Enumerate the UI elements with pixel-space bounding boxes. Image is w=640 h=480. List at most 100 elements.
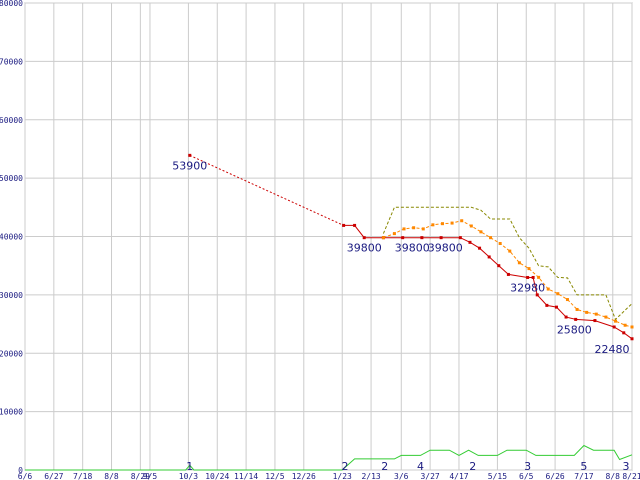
y-tick-label: 30000 [0, 291, 23, 300]
data-point-1 [531, 275, 535, 279]
data-point-1 [545, 303, 549, 307]
price-label: 39800 [395, 242, 430, 255]
data-point-1 [468, 240, 472, 244]
series-line-3 [382, 206, 633, 321]
price-label: 39800 [347, 242, 382, 255]
data-point-2 [402, 227, 406, 231]
x-tick-label: 9/5 [143, 472, 158, 480]
count-label: 2 [381, 460, 388, 473]
x-tick-label: 6/5 [519, 472, 534, 480]
x-tick-label: 8/21 [622, 472, 640, 480]
data-point-2 [623, 323, 627, 327]
data-point-1 [593, 319, 597, 323]
data-point-2 [460, 219, 464, 223]
data-point-2 [614, 319, 618, 323]
data-point-2 [421, 227, 425, 231]
data-point-2 [440, 222, 444, 226]
x-tick-label: 8/8 [606, 472, 621, 480]
data-point-1 [487, 255, 491, 259]
data-point-2 [556, 292, 560, 296]
x-tick-label: 11/14 [234, 472, 258, 480]
data-point-2 [479, 230, 483, 234]
data-point-2 [450, 221, 454, 225]
y-tick-label: 50000 [0, 174, 23, 183]
x-tick-label: 7/17 [574, 472, 593, 480]
x-tick-label: 10/3 [179, 472, 198, 480]
x-tick-label: 5/15 [488, 472, 507, 480]
x-tick-label: 6/27 [44, 472, 63, 480]
data-point-2 [489, 236, 493, 240]
data-point-1 [420, 236, 424, 240]
x-tick-label: 8/29 [131, 472, 150, 480]
count-label: 2 [469, 460, 476, 473]
data-point-2 [527, 267, 531, 271]
data-point-2 [381, 236, 385, 240]
data-point-1 [439, 236, 443, 240]
y-tick-label: 20000 [0, 349, 23, 358]
data-point-2 [392, 232, 396, 236]
x-tick-label: 4/17 [449, 472, 468, 480]
data-point-1 [574, 317, 578, 321]
series-group [25, 153, 634, 471]
data-point-1 [564, 315, 568, 319]
data-point-1 [506, 272, 510, 276]
price-label: 32980 [510, 281, 545, 294]
data-point-2 [498, 242, 502, 246]
y-tick-label: 70000 [0, 57, 23, 66]
data-point-2 [412, 226, 416, 230]
price-label: 25800 [557, 323, 592, 336]
data-point-1 [526, 275, 530, 279]
data-point-2 [575, 307, 579, 311]
data-point-1 [362, 236, 366, 240]
data-point-2 [431, 223, 435, 227]
data-point-2 [469, 224, 473, 228]
x-tick-label: 12/26 [292, 472, 316, 480]
count-label: 3 [623, 460, 630, 473]
y-tick-label: 40000 [0, 233, 23, 242]
data-point-2 [630, 325, 634, 329]
x-tick-label: 6/26 [545, 472, 564, 480]
data-point-1 [612, 325, 616, 329]
x-tick-label: 3/27 [420, 472, 439, 480]
y-tick-label: 0 [18, 466, 23, 475]
price-label: 22480 [595, 343, 630, 356]
data-point-2 [546, 287, 550, 291]
data-point-2 [594, 312, 598, 316]
price-label: 39800 [428, 242, 463, 255]
count-label: 2 [341, 460, 348, 473]
data-point-1 [622, 331, 626, 335]
series-line-4 [25, 444, 633, 471]
x-axis: 6/6 6/27 7/18 8/8 8/299/5 10/3 10/24 11/14 12/5 1… [18, 472, 640, 480]
data-point-1 [342, 223, 346, 227]
x-tick-label: 6/6 [18, 472, 33, 480]
y-tick-label: 60000 [0, 116, 23, 125]
price-label: 53900 [172, 159, 207, 172]
count-label: 3 [524, 460, 531, 473]
y-axis: 0 10000 20000 30000 40000 50000 60000 70000 8000… [0, 0, 23, 475]
series-line-1-dotted [189, 154, 344, 226]
data-point-1 [630, 337, 634, 341]
data-point-2 [565, 298, 569, 302]
series-line-1 [343, 224, 633, 340]
data-point-2 [508, 249, 512, 253]
count-label: 1 [186, 460, 193, 473]
data-point-1 [458, 236, 462, 240]
data-point-1 [478, 246, 482, 250]
data-point-1 [535, 293, 539, 297]
data-point-1 [554, 305, 558, 309]
x-tick-label: 8/8 [104, 472, 119, 480]
data-point-2 [604, 315, 608, 319]
count-label: 4 [417, 460, 424, 473]
y-tick-label: 10000 [0, 408, 23, 417]
data-point-2 [537, 275, 541, 279]
x-tick-label: 12/5 [265, 472, 284, 480]
x-tick-label: 3/6 [394, 472, 409, 480]
x-tick-label: 10/24 [205, 472, 229, 480]
data-point-2 [585, 310, 589, 314]
y-tick-label: 80000 [0, 0, 23, 8]
x-tick-label: 1/23 [333, 472, 352, 480]
x-tick-label: 7/18 [73, 472, 92, 480]
x-tick-label: 2/13 [361, 472, 380, 480]
